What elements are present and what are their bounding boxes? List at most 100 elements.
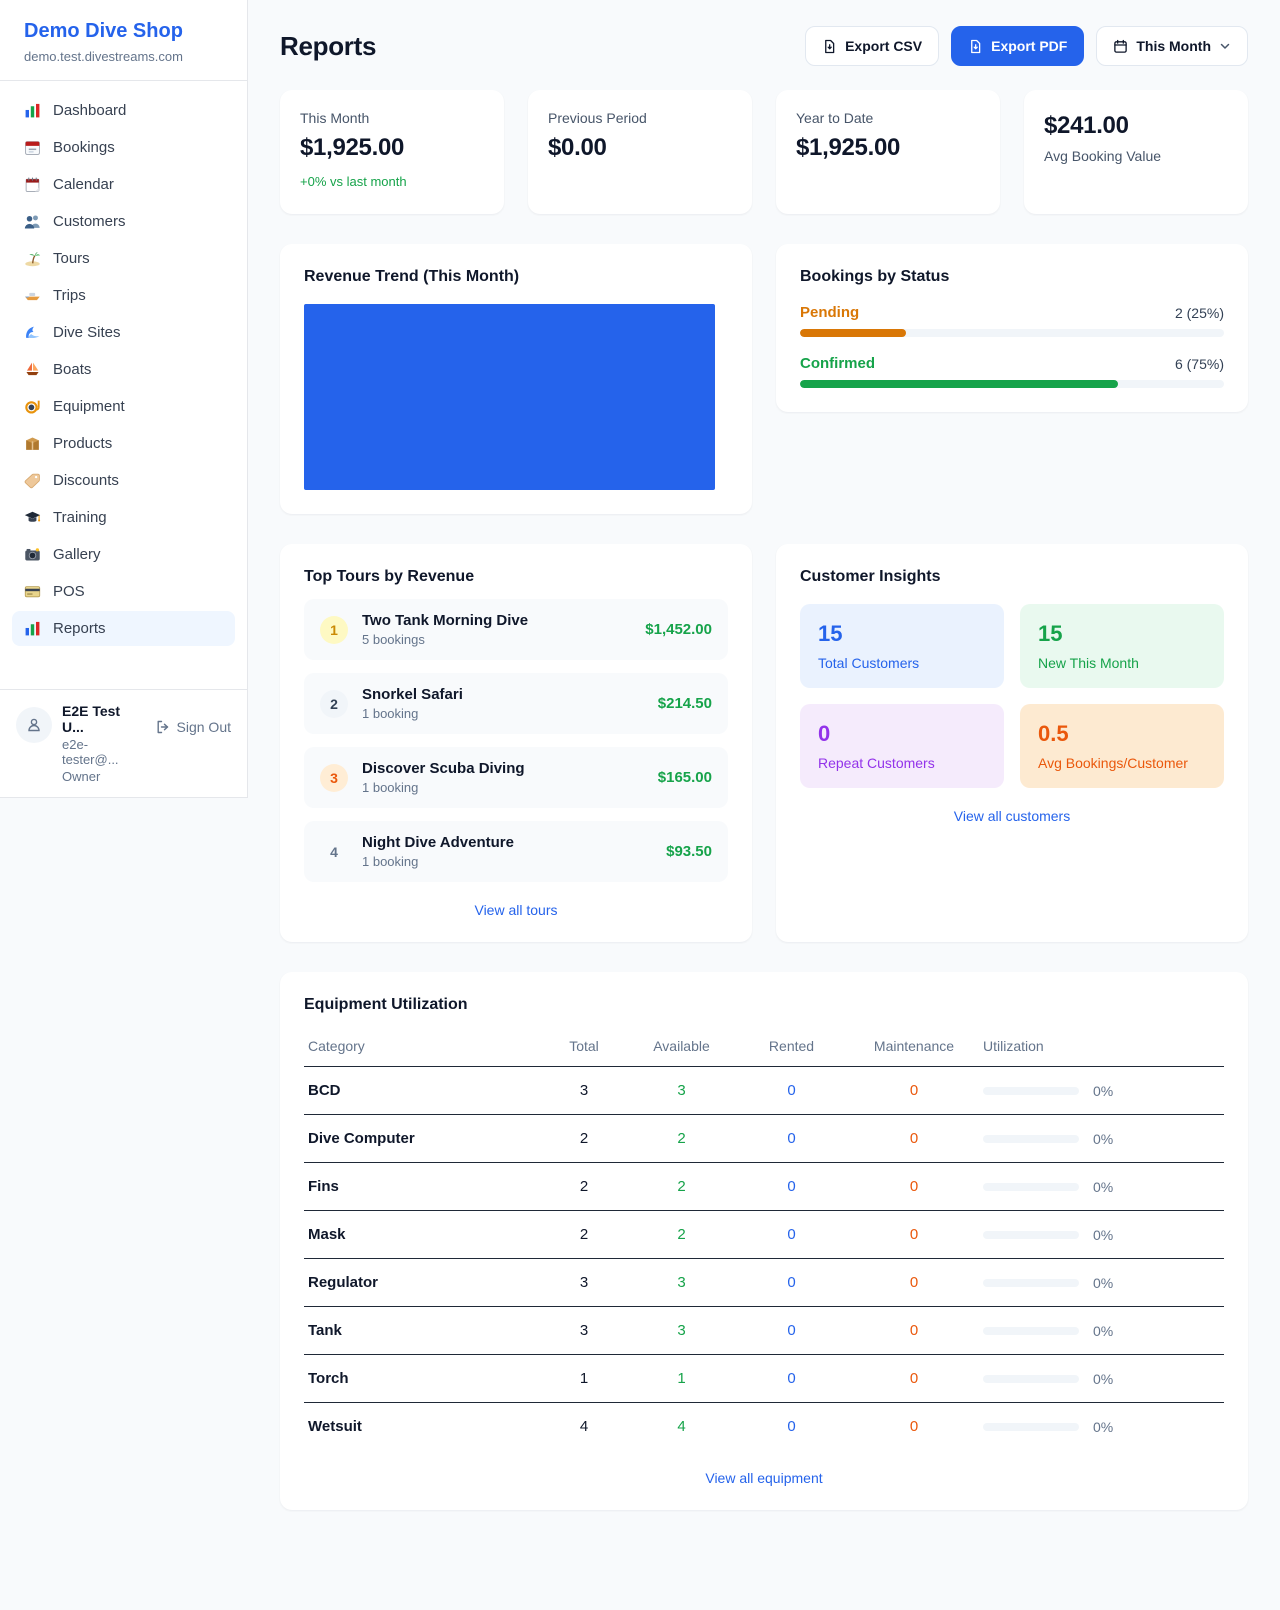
sidebar-item-products[interactable]: Products [12,426,235,461]
sidebar-item-customers[interactable]: Customers [12,204,235,239]
sidebar-item-label: Boats [53,361,92,378]
sidebar-item-tours[interactable]: Tours [12,241,235,276]
sign-out-label: Sign Out [176,719,231,735]
sidebar-item-equipment[interactable]: Equipment [12,389,235,424]
sidebar-item-reports[interactable]: Reports [12,611,235,646]
cell-maintenance: 0 [909,1418,919,1435]
sidebar-item-training[interactable]: Training [12,500,235,535]
tour-name: Night Dive Adventure [362,834,514,851]
tour-info: Discover Scuba Diving 1 booking [362,760,644,795]
sidebar-item-pos[interactable]: POS [12,574,235,609]
utilization-bar [983,1326,1079,1335]
tour-row[interactable]: 1 Two Tank Morning Dive 5 bookings $1,45… [304,599,728,660]
table-row: Fins 2 2 0 0 0% [304,1162,1224,1211]
view-all-tours-link[interactable]: View all tours [474,902,558,918]
cell-category: Torch [304,1354,539,1403]
table-header-row: Category Total Available Rented Maintena… [304,1026,1224,1067]
col-available: Available [629,1026,734,1067]
cell-rented: 0 [734,1306,849,1355]
equipment-table: Category Total Available Rented Maintena… [304,1026,1224,1450]
cell-rented: 0 [787,1418,796,1435]
stat-value: $0.00 [548,134,607,161]
tag-icon [24,473,40,489]
cell-utilization: 0% [979,1210,1224,1259]
cell-utilization: 0% [979,1114,1224,1163]
calendar-date-icon [25,141,40,155]
tour-info: Snorkel Safari 1 booking [362,686,644,721]
utilization-pct: 0% [1093,1082,1114,1099]
period-label: This Month [1136,38,1211,54]
period-dropdown[interactable]: This Month [1096,26,1248,66]
equipment-utilization-card: Equipment Utilization Category Total Ava… [280,972,1248,1510]
sidebar-item-label: Dashboard [53,102,127,119]
cell-maintenance: 0 [849,1210,979,1259]
tour-info: Night Dive Adventure 1 booking [362,834,652,869]
top-tours-title: Top Tours by Revenue [304,568,475,585]
col-category: Category [304,1026,539,1067]
stat-value: $1,925.00 [796,134,901,161]
tour-name: Snorkel Safari [362,686,463,703]
utilization-bar [983,1278,1079,1287]
export-pdf-button[interactable]: Export PDF [951,26,1085,66]
cell-rented: 0 [734,1354,849,1403]
sidebar-nav: Dashboard Bookings Calendar Customers To… [0,81,247,701]
export-csv-button[interactable]: Export CSV [805,26,940,66]
revenue-trend-card: Revenue Trend (This Month) [280,244,752,514]
tile-label: Avg Bookings/Customer [1038,755,1188,771]
report-icon [25,621,40,636]
table-row: Torch 1 1 0 0 0% [304,1354,1224,1403]
sidebar-item-label: Tours [53,250,90,267]
status-bar-track [800,380,1224,388]
insight-tiles: 15 Total Customers 15 New This Month 0 R… [800,604,1224,788]
shop-name: Demo Dive Shop [24,20,183,42]
sidebar-item-boats[interactable]: Boats [12,352,235,387]
tile-label: New This Month [1038,655,1139,671]
dive-mask-icon [25,400,40,414]
tile-value: 0.5 [1038,721,1069,746]
sidebar-item-calendar[interactable]: Calendar [12,167,235,202]
cell-category: Mask [304,1210,539,1259]
col-rented: Rented [734,1026,849,1067]
sidebar-item-gallery[interactable]: Gallery [12,537,235,572]
status-bar-fill [800,329,906,337]
sidebar-item-trips[interactable]: Trips [12,278,235,313]
tour-bookings: 1 booking [362,854,419,869]
utilization-bar [983,1182,1079,1191]
equipment-utilization-title: Equipment Utilization [304,996,468,1013]
cell-total: 2 [539,1114,629,1163]
cell-category: Tank [304,1306,539,1355]
bookings-by-status-title: Bookings by Status [800,268,950,285]
utilization-pct: 0% [1093,1370,1114,1387]
col-utilization: Utilization [979,1026,1224,1067]
tour-row[interactable]: 4 Night Dive Adventure 1 booking $93.50 [304,821,728,882]
view-all-equipment-link[interactable]: View all equipment [705,1470,823,1486]
tour-row[interactable]: 3 Discover Scuba Diving 1 booking $165.0… [304,747,728,808]
view-all-customers-link[interactable]: View all customers [953,808,1071,824]
user-email: e2e-tester@... [62,737,119,767]
tour-amount: $1,452.00 [645,621,712,638]
sidebar-item-bookings[interactable]: Bookings [12,130,235,165]
tour-info: Two Tank Morning Dive 5 bookings [362,612,631,647]
sidebar-item-label: Customers [53,213,126,230]
sign-out-button[interactable]: Sign Out [155,719,231,735]
tour-bookings: 5 bookings [362,632,425,647]
tile-value: 0 [818,721,831,746]
sidebar: Demo Dive Shop demo.test.divestreams.com… [0,0,248,798]
cell-maintenance: 0 [849,1354,979,1403]
header-actions: Export CSV Export PDF This Month [805,26,1248,66]
status-line: Confirmed 6 (75%) [800,355,1224,372]
cell-category: Fins [304,1162,539,1211]
stat-value: $1,925.00 [300,134,405,161]
sidebar-item-dive-sites[interactable]: Dive Sites [12,315,235,350]
sidebar-item-discounts[interactable]: Discounts [12,463,235,498]
sidebar-item-dashboard[interactable]: Dashboard [12,93,235,128]
wave-icon [26,326,40,339]
tour-bookings: 1 booking [362,706,419,721]
cell-maintenance: 0 [849,1306,979,1355]
shop-domain: demo.test.divestreams.com [24,49,183,64]
sidebar-item-label: Gallery [53,546,101,563]
tour-row[interactable]: 2 Snorkel Safari 1 booking $214.50 [304,673,728,734]
tour-bookings: 1 booking [362,780,419,795]
status-label: Pending [800,304,860,321]
insight-tile-new-this-month: 15 New This Month [1020,604,1224,688]
